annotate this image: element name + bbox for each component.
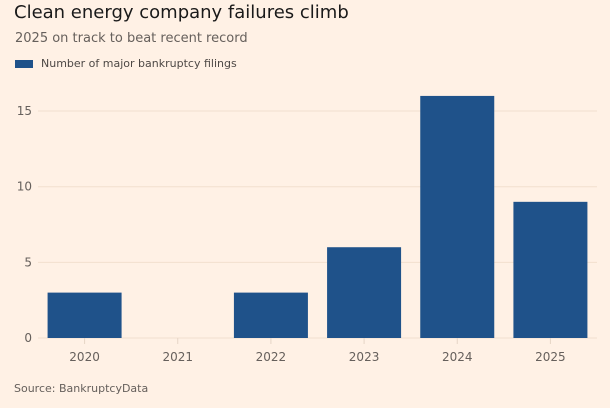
x-tick-label: 2022 (256, 350, 287, 364)
bar-2024 (420, 95, 495, 338)
bar-2020 (47, 292, 122, 338)
legend-label: Number of major bankruptcy filings (41, 57, 237, 70)
y-tick-label: 5 (24, 255, 32, 269)
x-tick-label: 2025 (535, 350, 566, 364)
legend-swatch (15, 59, 33, 68)
y-tick-label: 10 (17, 180, 32, 194)
source-note: Source: BankruptcyData (14, 382, 149, 395)
bar-2025 (513, 201, 588, 338)
x-tick-label: 2023 (349, 350, 380, 364)
x-tick-label: 2020 (69, 350, 100, 364)
chart-title: Clean energy company failures climb (14, 2, 349, 23)
x-tick-label: 2024 (442, 350, 473, 364)
legend: Number of major bankruptcy filings (15, 57, 237, 70)
y-tick-label: 15 (17, 104, 32, 118)
x-tick-label: 2021 (162, 350, 193, 364)
bar-2022 (233, 292, 308, 338)
bar-2023 (327, 247, 402, 338)
y-tick-label: 0 (24, 331, 32, 345)
chart-subtitle: 2025 on track to beat recent record (15, 31, 248, 46)
